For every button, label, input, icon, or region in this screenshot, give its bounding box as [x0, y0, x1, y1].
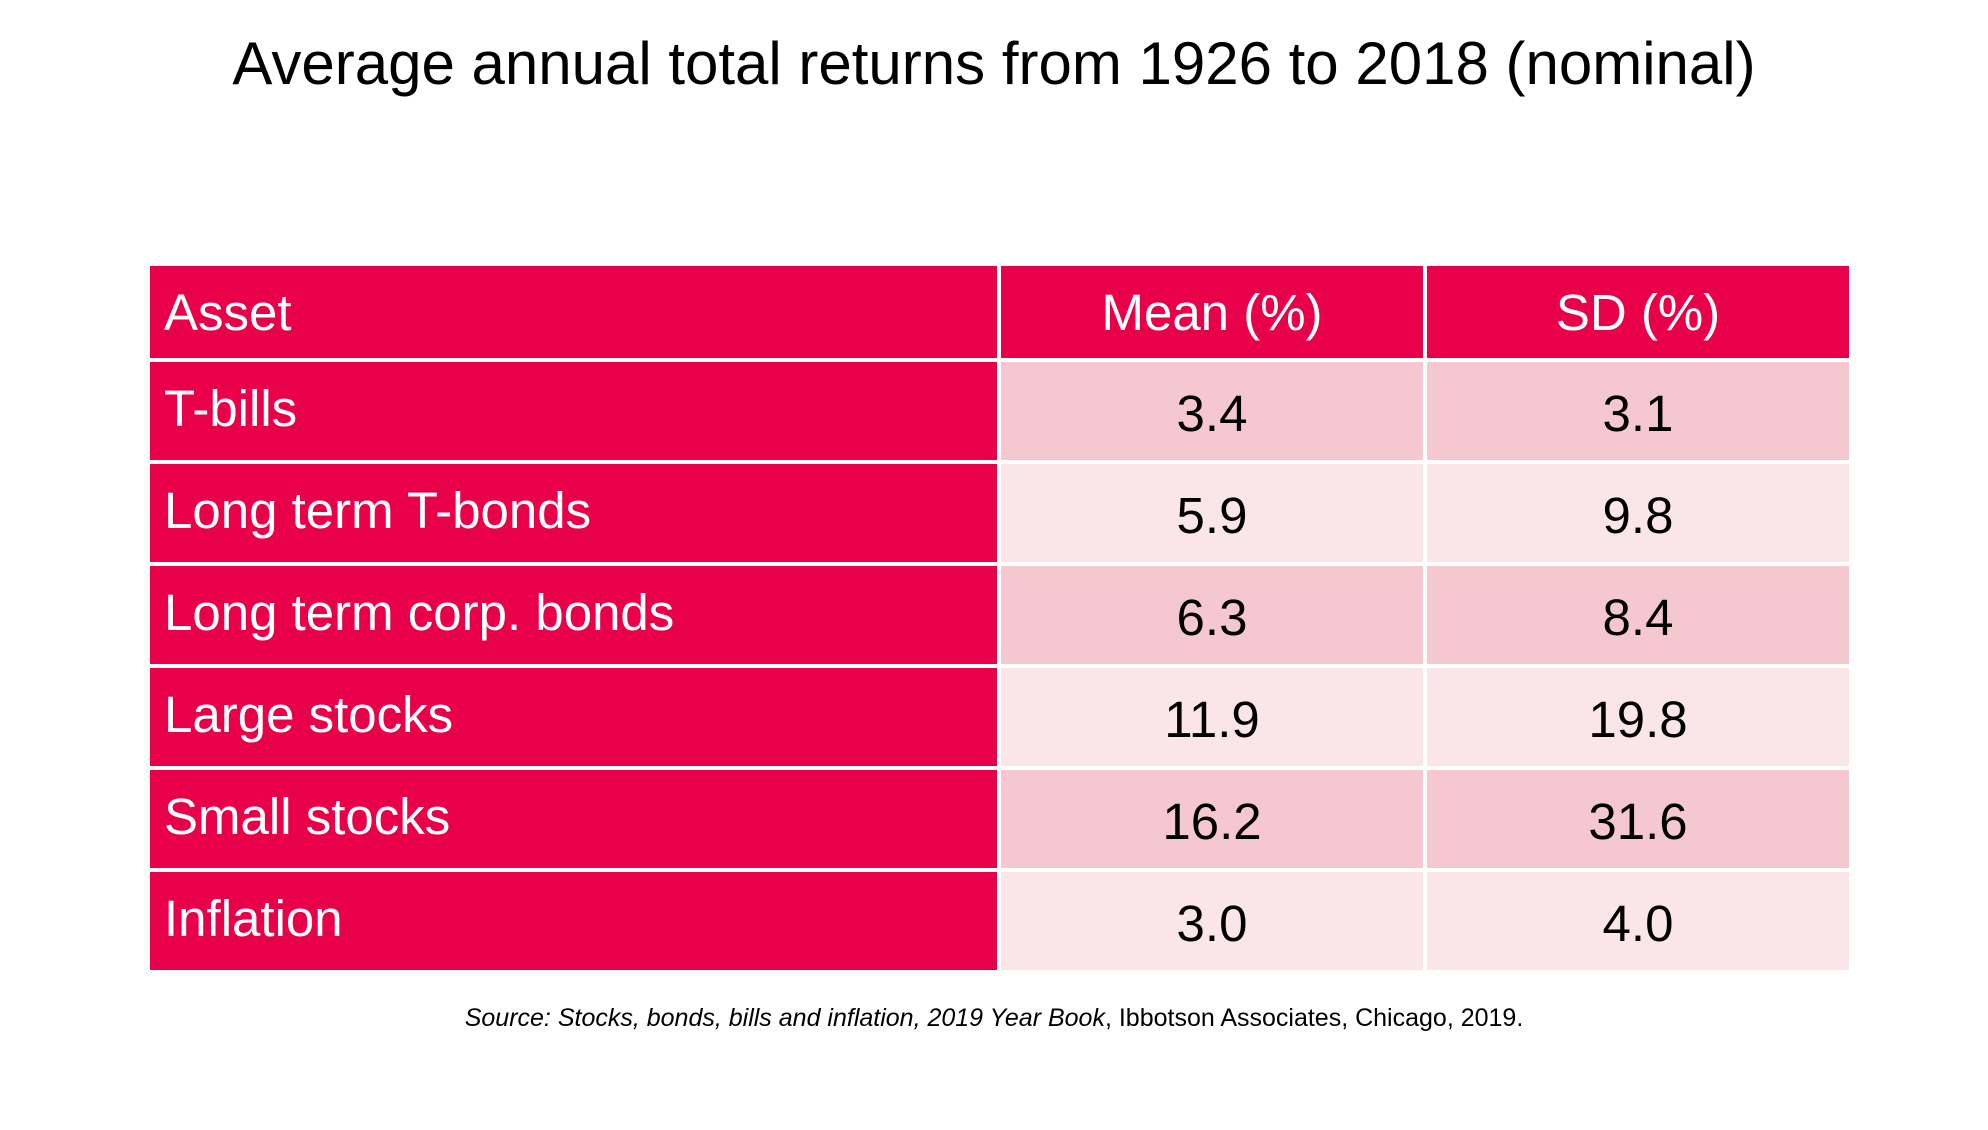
- asset-cell: Inflation: [150, 872, 997, 970]
- page-title: Average annual total returns from 1926 t…: [232, 30, 1756, 97]
- asset-cell: Long term corp. bonds: [150, 566, 997, 664]
- header-sd: SD (%): [1427, 266, 1849, 358]
- sd-cell: 8.4: [1427, 566, 1849, 664]
- table-row: Large stocks 11.9 19.8: [150, 668, 1849, 766]
- mean-cell: 3.0: [1001, 872, 1423, 970]
- table-row: Long term T-bonds 5.9 9.8: [150, 464, 1849, 562]
- header-mean: Mean (%): [1001, 266, 1423, 358]
- mean-cell: 5.9: [1001, 464, 1423, 562]
- source-citation-plain: , Ibbotson Associates, Chicago, 2019.: [1104, 1004, 1524, 1032]
- table-row: Long term corp. bonds 6.3 8.4: [150, 566, 1849, 664]
- table-row: Inflation 3.0 4.0: [150, 872, 1849, 970]
- sd-cell: 31.6: [1427, 770, 1849, 868]
- header-asset: Asset: [150, 266, 997, 358]
- mean-cell: 11.9: [1001, 668, 1423, 766]
- asset-cell: Large stocks: [150, 668, 997, 766]
- mean-cell: 16.2: [1001, 770, 1423, 868]
- returns-table: Asset Mean (%) SD (%) T-bills 3.4 3.1 Lo…: [146, 262, 1853, 974]
- asset-cell: Long term T-bonds: [150, 464, 997, 562]
- mean-cell: 3.4: [1001, 362, 1423, 460]
- asset-cell: T-bills: [150, 362, 997, 460]
- sd-cell: 4.0: [1427, 872, 1849, 970]
- source-note: Source: Stocks, bonds, bills and inflati…: [0, 1003, 1988, 1033]
- table-row: T-bills 3.4 3.1: [150, 362, 1849, 460]
- mean-cell: 6.3: [1001, 566, 1423, 664]
- sd-cell: 3.1: [1427, 362, 1849, 460]
- asset-cell: Small stocks: [150, 770, 997, 868]
- table-row: Small stocks 16.2 31.6: [150, 770, 1849, 868]
- source-citation-italic: Source: Stocks, bonds, bills and inflati…: [464, 1004, 1105, 1032]
- sd-cell: 19.8: [1427, 668, 1849, 766]
- sd-cell: 9.8: [1427, 464, 1849, 562]
- table-header-row: Asset Mean (%) SD (%): [150, 266, 1849, 358]
